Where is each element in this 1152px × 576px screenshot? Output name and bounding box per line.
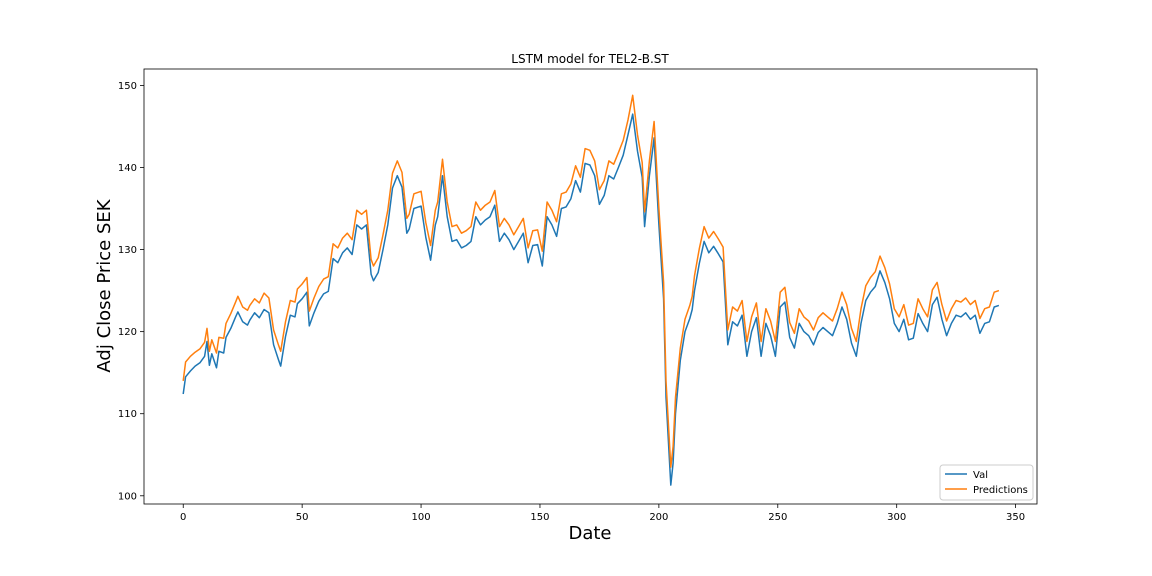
plot-area <box>144 69 1037 504</box>
legend: Val Predictions <box>939 464 1034 501</box>
y-tick-label: 100 <box>118 491 137 502</box>
x-tick-label: 150 <box>530 512 549 523</box>
y-tick-label: 110 <box>118 409 137 420</box>
x-tick-label: 50 <box>296 512 309 523</box>
x-tick-label: 100 <box>412 512 431 523</box>
y-tick-label: 130 <box>118 245 137 256</box>
x-axis-label: Date <box>568 523 611 544</box>
y-tick-label: 140 <box>118 163 137 174</box>
x-tick-label: 350 <box>1006 512 1025 523</box>
x-axis: 0 50 100 150 200 250 300 350 <box>180 504 1025 523</box>
x-tick-label: 300 <box>887 512 906 523</box>
legend-label-predictions: Predictions <box>973 485 1028 496</box>
series-line-val <box>182 113 1000 486</box>
plot-frame <box>143 68 1038 505</box>
y-tick-label: 150 <box>118 81 137 92</box>
legend-label-val: Val <box>973 470 988 481</box>
x-tick-label: 0 <box>180 512 186 523</box>
x-tick-label: 200 <box>649 512 668 523</box>
series-layer <box>182 94 1000 486</box>
y-tick-label: 120 <box>118 327 137 338</box>
y-axis-label: Adj Close Price SEK <box>94 198 115 372</box>
y-axis: 100 110 120 130 140 150 <box>118 81 144 502</box>
chart-title: LSTM model for TEL2-B.ST <box>511 52 669 66</box>
x-tick-label: 250 <box>768 512 787 523</box>
series-line-predictions <box>182 94 1000 468</box>
